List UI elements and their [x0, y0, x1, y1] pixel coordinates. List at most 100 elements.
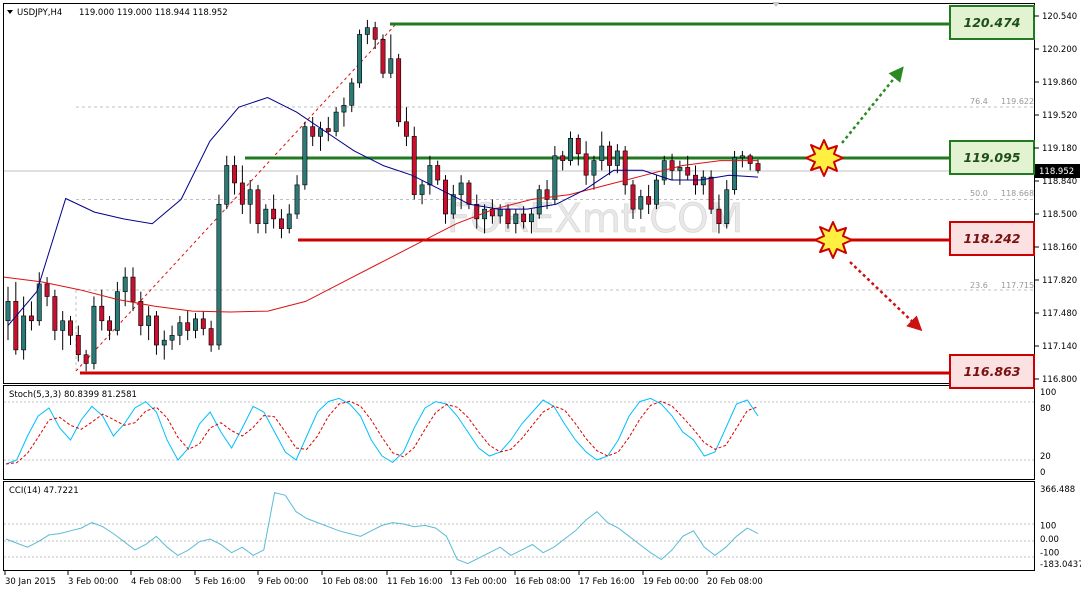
cci-tick-label: -100 — [1040, 549, 1059, 559]
candle — [427, 155, 433, 195]
candle — [724, 180, 730, 229]
cci-tick-label: -183.0437 — [1040, 560, 1081, 570]
candle — [216, 194, 222, 350]
bearish-arrow — [849, 261, 923, 332]
candle-body-bear — [583, 153, 589, 176]
candle-body-bear — [646, 196, 652, 205]
level-box-bg — [949, 221, 1035, 256]
candle-body-bull — [146, 315, 152, 326]
level-box-116863[interactable]: 116.863 — [949, 354, 1035, 389]
candle-body-bull — [247, 189, 253, 205]
price-tick-label: 119.520 — [1042, 111, 1077, 121]
candle-body-bear — [489, 208, 495, 217]
candle — [263, 204, 269, 234]
candle-body-bear — [435, 165, 441, 181]
price-tick-label: 120.540 — [1042, 12, 1077, 22]
fib-pct: 23.6 — [970, 281, 988, 290]
candle-body-bull — [60, 320, 66, 331]
scroll-marker-icon[interactable] — [772, 2, 780, 7]
candle — [388, 34, 394, 79]
candle — [544, 180, 550, 210]
candle — [255, 184, 261, 234]
candle — [200, 311, 206, 336]
candle — [310, 116, 316, 147]
candle — [60, 311, 66, 350]
candle-body-bear — [271, 208, 277, 220]
candle — [396, 53, 402, 127]
candle — [380, 34, 386, 79]
candle-body-bear — [443, 179, 448, 215]
candle — [333, 107, 339, 137]
price-panel-frame — [3, 3, 1035, 384]
candle-body-bear — [130, 276, 136, 302]
candle — [685, 155, 691, 181]
candle-body-bear — [185, 322, 191, 331]
candle — [239, 165, 245, 214]
candle — [435, 160, 441, 185]
candle — [153, 311, 159, 355]
candle-body-bear — [466, 182, 472, 205]
stoch-tick-label: 100 — [1040, 388, 1056, 398]
stoch-tick-label: 0 — [1040, 468, 1045, 478]
symbol-header: USDJPY,H4 — [17, 8, 62, 18]
candle-body-bear — [560, 155, 566, 161]
candle — [161, 330, 167, 360]
fib-price: 119.622 — [1001, 97, 1034, 106]
candle — [357, 29, 363, 88]
candle-body-bear — [99, 305, 105, 322]
candle — [372, 21, 378, 49]
price-tick-label: 117.820 — [1042, 276, 1077, 286]
level-box-119095[interactable]: 119.095 — [949, 140, 1035, 175]
candle — [271, 194, 277, 229]
candle — [28, 301, 34, 331]
level-value: 120.474 — [964, 15, 1021, 30]
cci-tick-label: 100 — [1040, 521, 1056, 531]
level-box-118242[interactable]: 118.242 — [949, 221, 1035, 256]
candle-body-bear — [747, 155, 753, 164]
candle — [700, 170, 706, 195]
candle-body-bull — [497, 208, 503, 217]
candle — [716, 194, 722, 234]
candle-body-bear — [68, 320, 73, 336]
candle — [403, 107, 409, 147]
cci-header: CCI(14) 47.7221 — [9, 486, 79, 496]
candle-body-bear — [685, 167, 691, 176]
candles-layer — [5, 19, 761, 372]
candle — [552, 146, 558, 205]
candle-body-bear — [544, 189, 550, 200]
cci-tick-label: 0.00 — [1040, 535, 1059, 545]
candle-body-bear — [403, 121, 409, 137]
candle — [278, 209, 284, 239]
candle-body-bull — [653, 179, 659, 205]
fib-trend-line — [75, 23, 397, 372]
candle-body-bull — [5, 301, 11, 322]
candle-body-bull — [482, 208, 488, 220]
candle — [13, 281, 19, 355]
level-value: 119.095 — [964, 150, 1021, 165]
candle — [44, 277, 50, 307]
candle — [5, 286, 11, 341]
candle — [732, 150, 738, 195]
price-tick-label: 117.140 — [1042, 342, 1077, 352]
stoch-axis: 100 80 20 0 — [1040, 388, 1056, 478]
burst-icon-lower — [814, 221, 853, 259]
price-tick-label: 118.160 — [1042, 243, 1077, 253]
candle — [349, 78, 355, 113]
fib-price: 118.668 — [1001, 189, 1034, 198]
price-tick-label: 118.500 — [1042, 210, 1077, 220]
price-axis: 120.540 120.200 119.860 119.520 119.180 118.8… — [1034, 12, 1077, 385]
candle — [99, 289, 105, 331]
candle — [193, 313, 198, 339]
candle-body-bull — [193, 318, 198, 331]
price-tick-label: 119.860 — [1042, 78, 1077, 88]
candle — [75, 325, 81, 362]
level-box-120474[interactable]: 120.474 — [949, 5, 1035, 40]
fib-price: 117.715 — [1001, 281, 1034, 290]
time-tick-label: 5 Feb 16:00 — [195, 577, 245, 587]
candle-body-bull — [552, 155, 558, 200]
candle — [443, 175, 448, 224]
symbol-menu-icon[interactable] — [7, 10, 13, 14]
watermark: FOREXmt.COM — [447, 196, 743, 242]
candle — [68, 315, 73, 346]
